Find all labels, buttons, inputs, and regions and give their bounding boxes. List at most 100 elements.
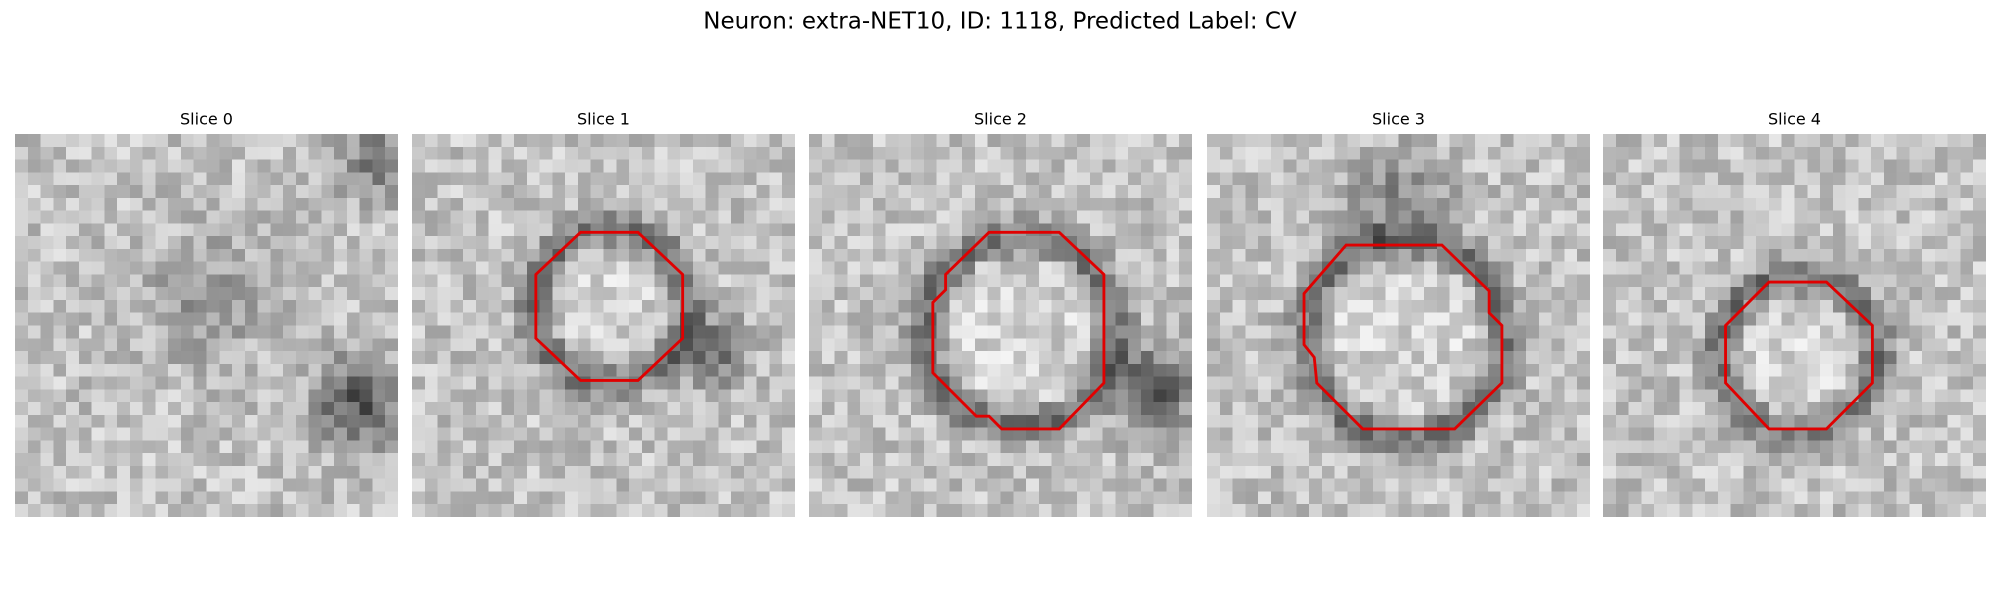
- pixel: [1500, 299, 1514, 313]
- pixel: [1128, 134, 1141, 147]
- pixel: [1296, 248, 1310, 262]
- pixel: [334, 414, 347, 428]
- pixel: [437, 491, 451, 505]
- pixel: [692, 185, 706, 198]
- pixel: [949, 210, 963, 224]
- pixel: [1179, 389, 1192, 403]
- pixel: [809, 338, 822, 352]
- pixel: [1385, 236, 1399, 249]
- pixel: [117, 478, 130, 492]
- pixel: [1128, 197, 1141, 211]
- pixel: [603, 134, 617, 147]
- pixel: [219, 351, 233, 364]
- pixel: [244, 146, 258, 160]
- pixel: [1347, 478, 1361, 492]
- pixel: [1807, 146, 1821, 160]
- pixel: [1807, 440, 1821, 454]
- pixel: [412, 376, 425, 390]
- pixel: [66, 197, 79, 211]
- pixel: [616, 465, 630, 479]
- pixel: [270, 376, 284, 390]
- pixel: [1398, 338, 1412, 352]
- pixel: [40, 197, 54, 211]
- pixel: [1934, 312, 1948, 326]
- pixel: [412, 312, 425, 326]
- pixel: [1922, 478, 1935, 492]
- pixel: [1768, 134, 1782, 147]
- pixel: [629, 363, 642, 377]
- pixel: [1436, 287, 1450, 300]
- pixel: [1705, 478, 1718, 492]
- pixel: [1603, 146, 1616, 160]
- pixel: [168, 159, 181, 173]
- pixel: [1615, 274, 1629, 288]
- pixel: [78, 261, 92, 275]
- pixel: [1000, 376, 1014, 390]
- pixel: [257, 299, 271, 313]
- pixel: [769, 504, 783, 517]
- pixel: [244, 440, 258, 454]
- pixel: [1858, 351, 1872, 364]
- pixel: [1909, 465, 1923, 479]
- pixel: [53, 159, 67, 173]
- pixel: [1462, 274, 1476, 288]
- pixel: [1411, 261, 1425, 275]
- pixel: [923, 402, 937, 415]
- pixel: [1692, 172, 1706, 186]
- pixel: [769, 389, 783, 403]
- pixel: [1717, 146, 1731, 160]
- pixel: [168, 185, 181, 198]
- pixel: [1000, 491, 1014, 505]
- pixel: [1258, 274, 1271, 288]
- pixel: [40, 312, 54, 326]
- pixel: [692, 172, 706, 186]
- pixel: [962, 351, 975, 364]
- pixel: [1641, 248, 1655, 262]
- pixel: [1628, 504, 1642, 517]
- pixel: [283, 504, 296, 517]
- pixel: [129, 146, 143, 160]
- pixel: [1089, 453, 1103, 466]
- pixel: [756, 299, 770, 313]
- pixel: [66, 210, 79, 224]
- pixel: [40, 504, 54, 517]
- pixel: [885, 248, 899, 262]
- pixel: [847, 427, 861, 441]
- pixel: [1462, 427, 1476, 441]
- pixel: [1449, 504, 1463, 517]
- pixel: [463, 351, 476, 364]
- pixel: [692, 261, 706, 275]
- pixel: [1526, 363, 1539, 377]
- pixel: [359, 248, 373, 262]
- pixel: [1360, 197, 1373, 211]
- pixel: [450, 312, 464, 326]
- pixel: [1883, 236, 1897, 249]
- pixel: [1603, 210, 1616, 224]
- pixel: [193, 325, 207, 339]
- pixel: [219, 236, 233, 249]
- pixel: [219, 146, 233, 160]
- pixel: [1372, 504, 1386, 517]
- pixel: [1883, 363, 1897, 377]
- pixel: [1538, 223, 1552, 237]
- pixel: [1717, 261, 1731, 275]
- pixel: [974, 402, 988, 415]
- pixel: [885, 478, 899, 492]
- pixel: [193, 312, 207, 326]
- pixel: [1551, 134, 1565, 147]
- pixel: [488, 389, 502, 403]
- pixel: [756, 197, 770, 211]
- pixel: [66, 146, 79, 160]
- pixel: [321, 478, 335, 492]
- contour: [1302, 243, 1504, 431]
- pixel: [1270, 248, 1284, 262]
- pixel: [743, 248, 757, 262]
- pixel: [1615, 312, 1629, 326]
- pixel: [437, 325, 451, 339]
- pixel: [1538, 427, 1552, 441]
- pixel: [232, 465, 245, 479]
- pixel: [949, 376, 963, 390]
- pixel: [334, 172, 347, 186]
- pixel: [475, 465, 489, 479]
- pixel: [1615, 210, 1629, 224]
